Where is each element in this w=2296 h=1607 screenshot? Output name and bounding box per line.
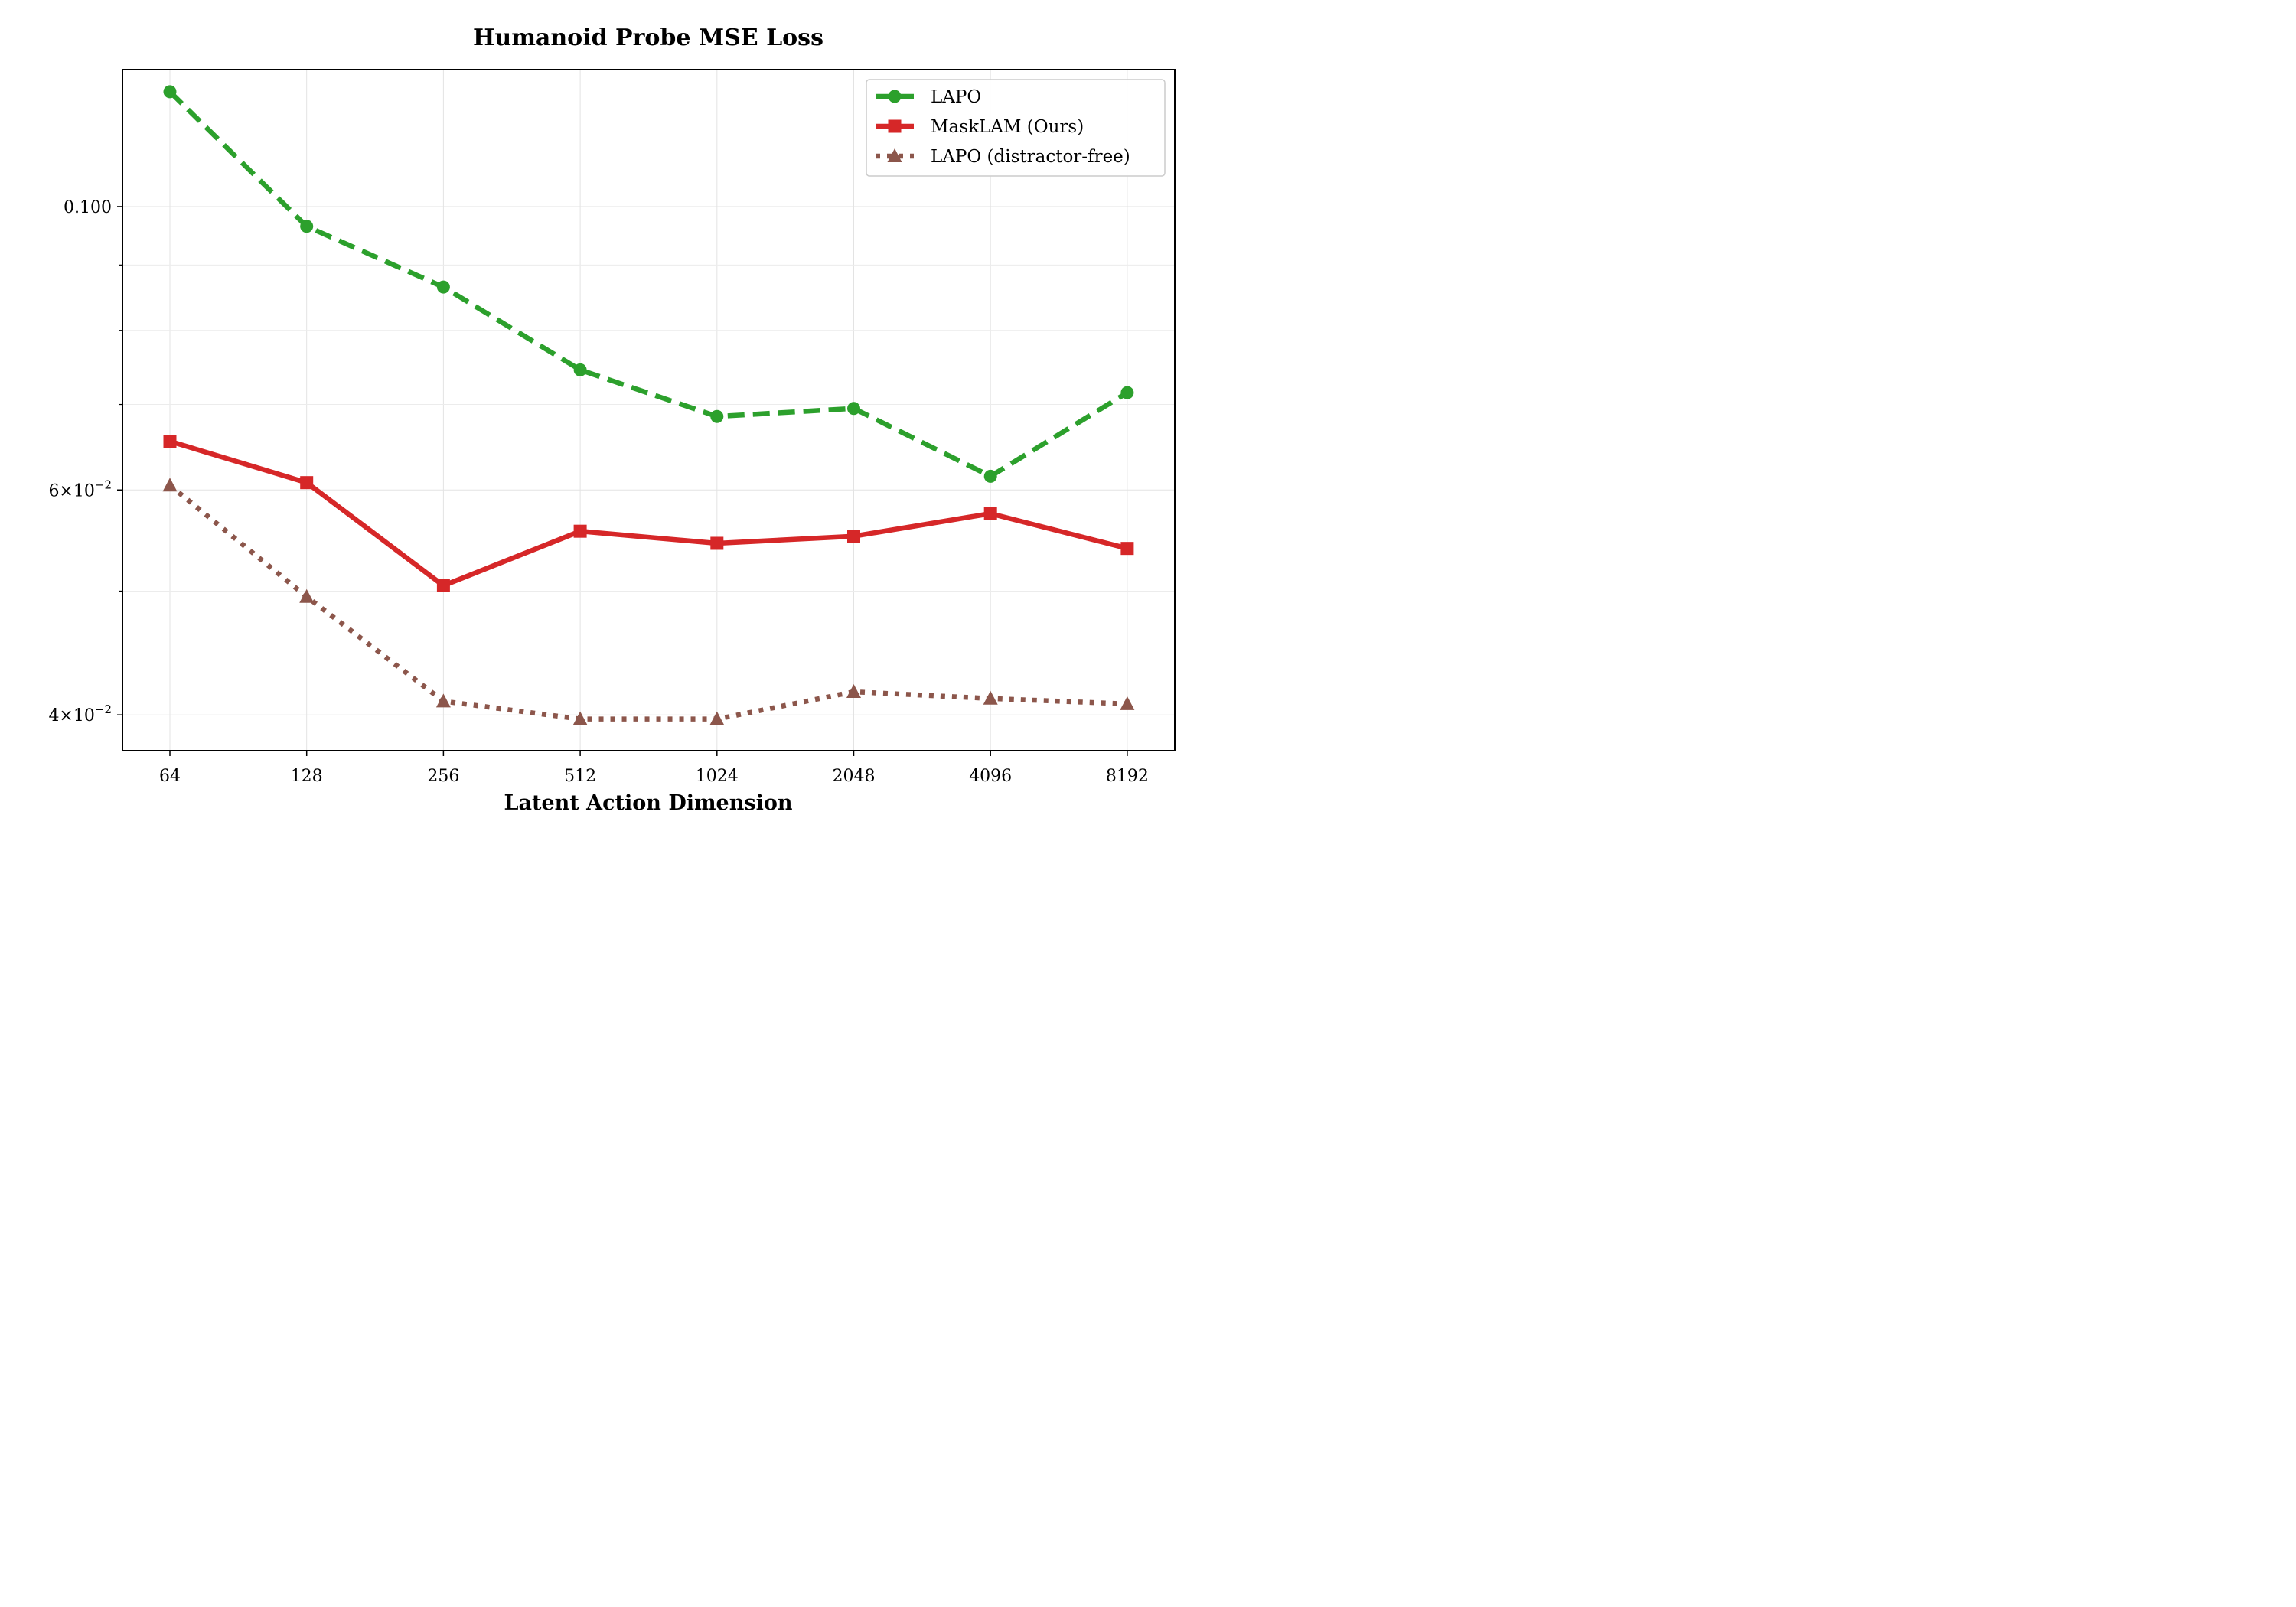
data-point bbox=[983, 469, 997, 483]
x-tick-label: 128 bbox=[291, 767, 323, 786]
x-axis-label: Latent Action Dimension bbox=[504, 791, 793, 815]
data-point bbox=[847, 530, 860, 543]
data-point bbox=[1120, 386, 1134, 399]
data-point bbox=[572, 711, 588, 725]
plot-frame bbox=[122, 69, 1176, 751]
data-point bbox=[436, 280, 450, 294]
data-point bbox=[163, 85, 177, 99]
x-tick-label: 64 bbox=[159, 767, 181, 786]
data-point bbox=[162, 478, 178, 492]
series-masklam-ours bbox=[163, 435, 1134, 592]
series-lapo bbox=[163, 85, 1134, 483]
series-line bbox=[168, 483, 1128, 722]
legend-item: MaskLAM (Ours) bbox=[876, 117, 1084, 137]
x-tick-label: 2048 bbox=[833, 767, 876, 786]
chart-title: Humanoid Probe MSE Loss bbox=[473, 24, 823, 51]
data-point bbox=[983, 690, 998, 705]
x-tick-label: 256 bbox=[427, 767, 459, 786]
legend-frame bbox=[866, 79, 1166, 177]
legend-item: LAPO bbox=[876, 87, 981, 107]
series-line bbox=[169, 438, 1128, 588]
legend-label: LAPO (distractor-free) bbox=[931, 147, 1130, 167]
x-tick-label: 4096 bbox=[969, 767, 1012, 786]
y-tick-label: 0.100 bbox=[64, 198, 112, 217]
x-tick-label: 512 bbox=[564, 767, 596, 786]
y-tick-label: 6×10−2 bbox=[48, 478, 112, 500]
chart-canvas: Humanoid Probe MSE Loss 64 128 256 512 1024 2… bbox=[48, 24, 1176, 815]
data-point bbox=[436, 579, 450, 592]
data-point bbox=[300, 476, 314, 490]
x-axis: 64 128 256 512 1024 2048 4096 8192 bbox=[159, 751, 1149, 786]
data-point bbox=[573, 524, 587, 538]
legend-marker bbox=[888, 90, 902, 103]
legend-label: LAPO bbox=[931, 87, 981, 107]
legend-marker bbox=[887, 148, 902, 162]
data-point bbox=[846, 684, 861, 699]
data-point bbox=[709, 711, 725, 725]
legend-label: MaskLAM (Ours) bbox=[931, 117, 1084, 137]
series-line bbox=[168, 90, 1129, 479]
data-point bbox=[710, 409, 724, 423]
x-tick-label: 1024 bbox=[696, 767, 739, 786]
legend-item: LAPO (distractor-free) bbox=[876, 147, 1130, 167]
data-point bbox=[435, 693, 451, 708]
y-axis: 0.100 6×10−2 4×10−2 bbox=[48, 198, 122, 725]
data-point bbox=[1120, 542, 1134, 556]
data-point bbox=[163, 435, 177, 448]
y-tick-label: 4×10−2 bbox=[48, 702, 112, 725]
series-lapo-distractor-free bbox=[162, 478, 1135, 725]
data-point bbox=[1120, 696, 1135, 710]
data-point bbox=[573, 363, 587, 376]
data-point bbox=[847, 402, 860, 416]
legend-marker bbox=[888, 119, 902, 133]
data-point bbox=[300, 220, 314, 233]
series-layer bbox=[162, 85, 1135, 725]
data-point bbox=[983, 507, 997, 520]
data-point bbox=[710, 536, 724, 550]
x-tick-label: 8192 bbox=[1106, 767, 1149, 786]
data-point bbox=[299, 588, 315, 603]
legend: LAPO MaskLAM (Ours) LAPO (distractor-free) bbox=[866, 79, 1166, 177]
